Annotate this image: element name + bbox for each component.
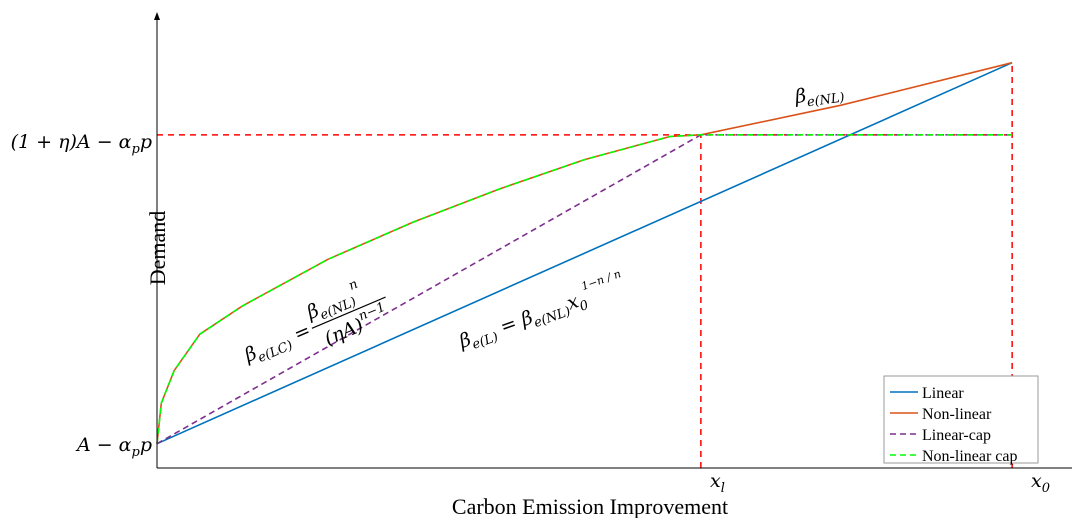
svg-text:Non-linear cap: Non-linear cap [922, 448, 1018, 465]
y-axis-title: Demand [145, 211, 170, 286]
legend-item-linear-cap: Linear-cap [890, 427, 991, 444]
x-tick-label-xl: xl [710, 470, 725, 496]
y-tick-label-cap: (1 + η)A − αpp [11, 131, 152, 157]
legend-item-linear: Linear [890, 385, 964, 402]
legend: Linear Non-linear Linear-cap Non-linear … [883, 375, 1039, 465]
svg-text:βe(L) = βe(NL)x01−n / n: βe(L) = βe(NL)x01−n / n [453, 267, 629, 357]
svg-text:Linear: Linear [922, 385, 964, 402]
annotation-beta-l: βe(L) = βe(NL)x01−n / n [453, 267, 629, 357]
x-tick-label-x0: x0 [1031, 470, 1050, 496]
legend-item-non-linear-cap: Non-linear cap [890, 448, 1018, 465]
series-lines [156, 61, 1013, 445]
y-axis-arrow-icon [154, 12, 160, 20]
series-line-non-linear-cap [156, 134, 1013, 444]
svg-text:βe(LC) =: βe(LC) = [240, 319, 315, 370]
x-axis-title: Carbon Emission Improvement [452, 494, 728, 518]
svg-text:Non-linear: Non-linear [922, 406, 992, 423]
annotation-beta-lc: βe(LC) = βe(NL)n (ηA)n−1 [240, 277, 387, 370]
annotation-beta-nl: βe(NL) [793, 79, 846, 112]
legend-item-non-linear: Non-linear [890, 406, 992, 423]
y-tick-label-base: A − αpp [75, 434, 152, 460]
svg-text:Linear-cap: Linear-cap [922, 427, 991, 444]
series-line-linear [156, 61, 1013, 445]
